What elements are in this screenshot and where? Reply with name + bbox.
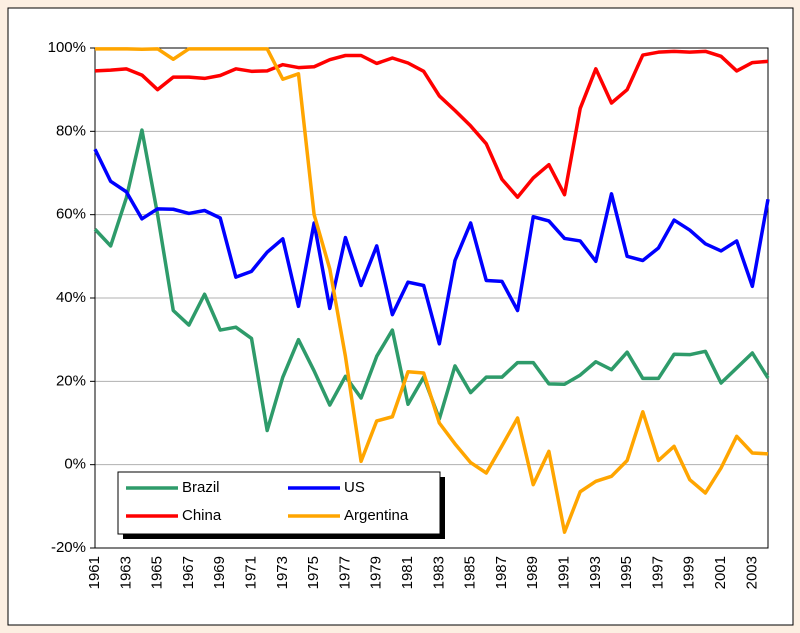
x-tick-label: 1979 bbox=[368, 556, 385, 589]
y-tick-label: -20% bbox=[51, 539, 86, 556]
y-tick-label: 100% bbox=[48, 39, 86, 56]
legend-label: US bbox=[344, 479, 365, 496]
y-tick-label: 80% bbox=[56, 122, 86, 139]
x-tick-label: 2003 bbox=[743, 556, 760, 589]
x-tick-label: 1993 bbox=[587, 556, 604, 589]
y-tick-label: 20% bbox=[56, 372, 86, 389]
x-tick-label: 1989 bbox=[524, 556, 541, 589]
x-tick-label: 1963 bbox=[117, 556, 134, 589]
x-tick-label: 1997 bbox=[649, 556, 666, 589]
x-tick-label: 1995 bbox=[618, 556, 635, 589]
x-tick-label: 1967 bbox=[180, 556, 197, 589]
x-tick-label: 1975 bbox=[305, 556, 322, 589]
y-tick-label: 0% bbox=[64, 456, 86, 473]
x-tick-label: 2001 bbox=[712, 556, 729, 589]
legend-label: Brazil bbox=[182, 479, 220, 496]
series-line bbox=[94, 49, 769, 199]
x-tick-label: 1987 bbox=[493, 556, 510, 589]
plot-border bbox=[94, 47, 769, 549]
x-tick-label: 1961 bbox=[86, 556, 103, 589]
x-tick-label: 1971 bbox=[242, 556, 259, 589]
legend-label: China bbox=[182, 507, 222, 524]
series-line bbox=[93, 148, 770, 346]
y-tick-label: 40% bbox=[56, 289, 86, 306]
x-tick-label: 1985 bbox=[462, 556, 479, 589]
x-tick-label: 1983 bbox=[430, 556, 447, 589]
x-tick-label: 1981 bbox=[399, 556, 416, 589]
legend-label: Argentina bbox=[344, 507, 409, 524]
x-tick-label: 1977 bbox=[336, 556, 353, 589]
x-tick-label: 1973 bbox=[274, 556, 291, 589]
x-tick-label: 1965 bbox=[149, 556, 166, 589]
x-tick-label: 1999 bbox=[681, 556, 698, 589]
x-tick-label: 1991 bbox=[556, 556, 573, 589]
y-tick-label: 60% bbox=[56, 206, 86, 223]
legend: Brazil US China Argentina bbox=[117, 471, 445, 539]
x-tick-label: 1969 bbox=[211, 556, 228, 589]
series-line bbox=[95, 47, 769, 534]
legend-box bbox=[117, 471, 441, 535]
